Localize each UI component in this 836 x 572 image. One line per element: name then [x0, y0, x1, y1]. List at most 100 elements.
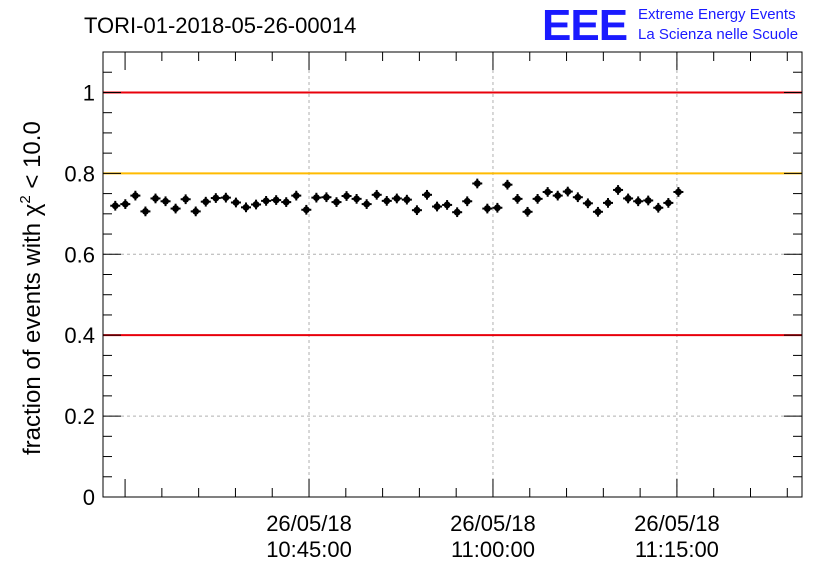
data-point	[653, 202, 664, 213]
data-point	[140, 206, 151, 217]
data-point	[381, 196, 392, 206]
chart-title: TORI-01-2018-05-26-00014	[84, 13, 356, 38]
data-marker	[614, 186, 622, 194]
data-marker	[363, 200, 371, 208]
data-point	[542, 187, 553, 197]
data-marker	[272, 196, 280, 204]
data-marker	[514, 195, 521, 203]
data-marker	[292, 192, 300, 200]
data-point	[623, 193, 634, 204]
data-point	[200, 196, 211, 207]
x-tick-label-time: 10:45:00	[266, 537, 352, 562]
eee-logo: EEE Extreme Energy Events La Scienza nel…	[542, 1, 798, 50]
data-marker	[282, 198, 290, 206]
data-point	[492, 202, 503, 213]
y-tick-label: 0.6	[64, 242, 95, 267]
data-point	[341, 191, 352, 201]
data-marker	[544, 188, 552, 196]
y-tick-label: 1	[83, 80, 95, 105]
logo-letters: EEE	[542, 1, 627, 50]
data-marker	[232, 199, 240, 206]
y-tick-label: 0.8	[64, 161, 95, 186]
data-marker	[594, 208, 602, 216]
data-point	[331, 197, 342, 207]
data-marker	[142, 207, 149, 215]
data-marker	[172, 205, 179, 212]
data-point	[160, 196, 171, 207]
data-point	[411, 205, 422, 216]
axis-ticks	[103, 51, 802, 498]
y-axis-title-main: fraction of events with χ	[19, 203, 46, 455]
data-marker	[111, 202, 119, 210]
data-point	[281, 197, 292, 207]
threshold-lines	[103, 91, 802, 337]
data-point	[462, 196, 473, 207]
data-marker	[242, 203, 250, 211]
data-marker	[463, 197, 471, 205]
data-point	[633, 196, 644, 207]
y-tick-label: 0	[83, 485, 95, 510]
data-marker	[664, 199, 672, 207]
data-marker	[152, 195, 159, 202]
data-point	[361, 199, 372, 209]
y-tick-label: 0.4	[64, 323, 95, 348]
y-tick-labels: 0 0.2 0.4 0.6 0.8 1	[64, 80, 95, 510]
data-point	[150, 193, 161, 204]
data-marker	[483, 205, 491, 212]
y-tick-label: 0.2	[64, 404, 95, 429]
data-marker	[423, 191, 431, 199]
data-point	[190, 206, 201, 217]
data-point	[472, 178, 483, 189]
data-marker	[121, 200, 129, 208]
data-marker	[212, 194, 220, 202]
data-point	[673, 187, 684, 197]
data-point	[602, 198, 613, 208]
data-point	[552, 190, 563, 201]
y-axis-title-superscript: 2	[17, 195, 34, 203]
data-marker	[654, 204, 662, 212]
data-marker	[222, 194, 230, 202]
data-point	[261, 196, 272, 206]
data-point	[421, 189, 432, 200]
data-marker	[674, 188, 682, 196]
data-marker	[534, 195, 542, 203]
data-point	[582, 198, 593, 209]
data-marker	[192, 207, 200, 215]
data-point	[180, 194, 191, 205]
data-marker	[554, 192, 562, 200]
data-marker	[473, 180, 481, 187]
data-marker	[131, 192, 139, 200]
data-marker	[302, 206, 310, 214]
data-marker	[524, 208, 531, 216]
grid	[103, 52, 802, 497]
data-marker	[373, 191, 381, 199]
data-marker	[624, 195, 632, 202]
x-tick-label-time: 11:00:00	[451, 537, 535, 562]
data-marker	[202, 198, 210, 206]
x-tick-label-date: 26/05/18	[266, 511, 352, 536]
data-marker	[383, 197, 391, 205]
data-point	[502, 179, 513, 190]
x-tick-labels: 26/05/1810:45:0026/05/1811:00:0026/05/18…	[266, 511, 720, 562]
data-point	[482, 203, 493, 214]
data-marker	[453, 208, 461, 216]
data-point	[301, 204, 312, 215]
data-marker	[564, 188, 572, 195]
data-marker	[162, 197, 169, 205]
data-point	[240, 202, 251, 213]
data-point	[110, 200, 121, 211]
data-point	[321, 192, 332, 203]
data-marker	[584, 199, 592, 207]
data-marker	[333, 198, 340, 206]
data-point	[613, 185, 624, 195]
data-point	[401, 194, 412, 205]
data-point	[210, 193, 221, 203]
data-point	[271, 195, 282, 205]
data-marker	[262, 197, 270, 205]
data-point	[663, 198, 674, 208]
y-axis-title: fraction of events with χ2 < 10.0	[17, 121, 46, 455]
data-point	[130, 190, 141, 201]
data-marker	[343, 192, 350, 200]
data-marker	[182, 195, 190, 203]
